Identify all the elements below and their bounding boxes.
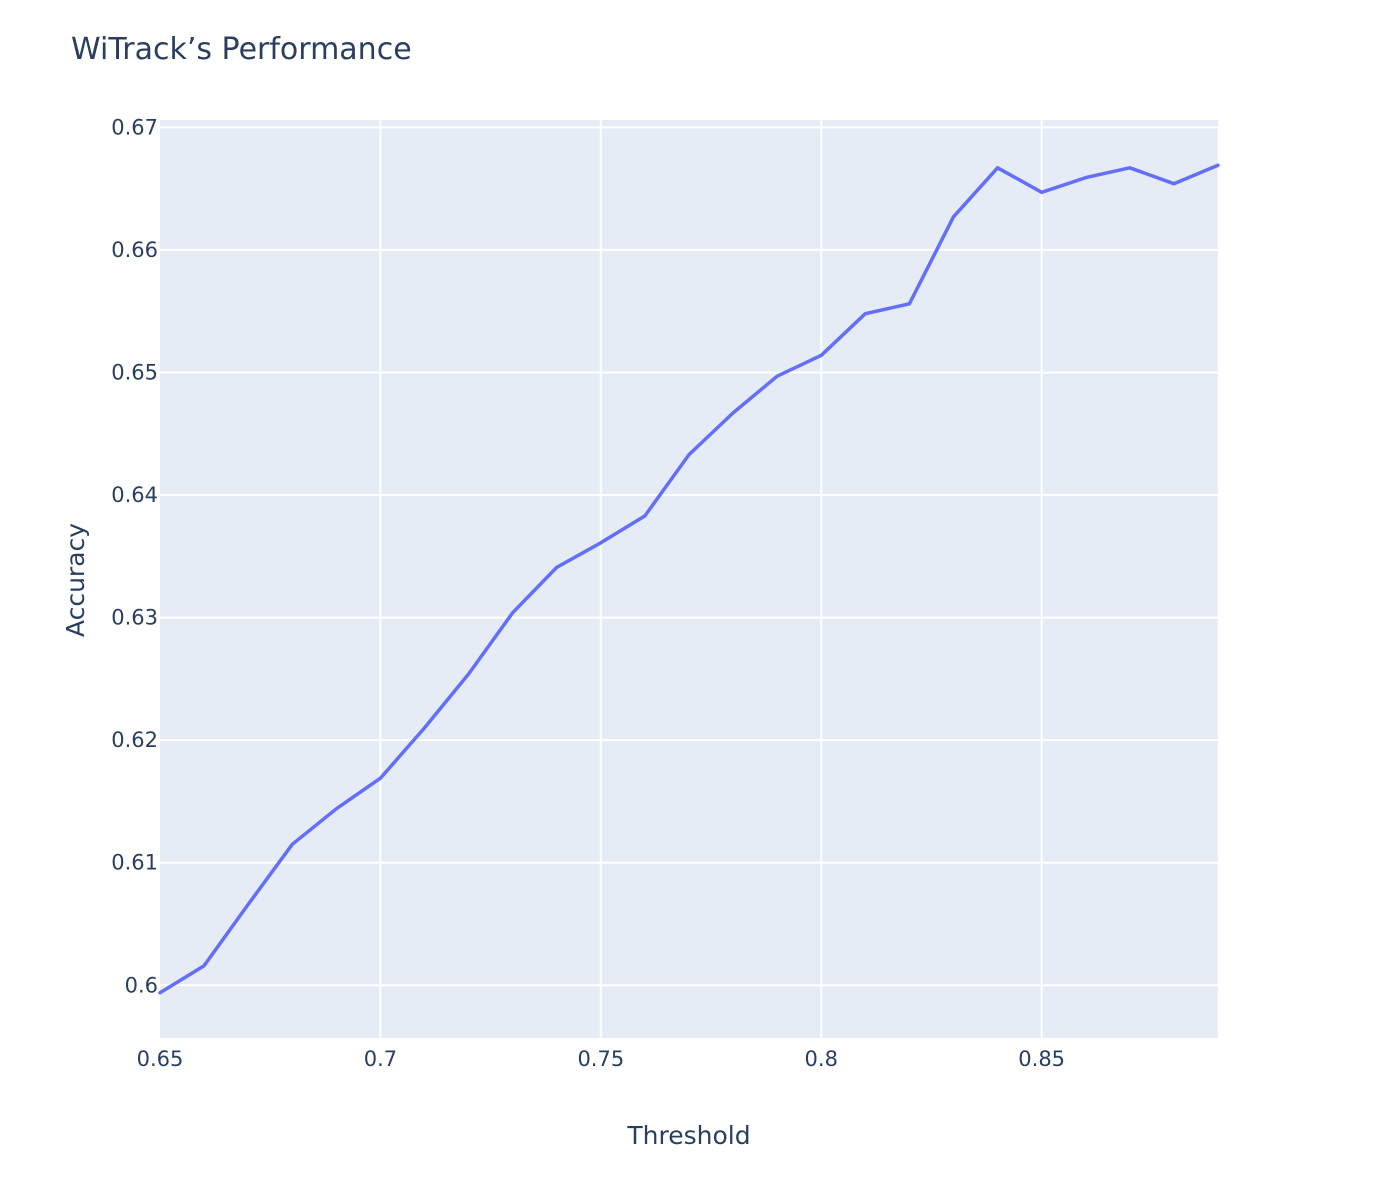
y-tick-label: 0.6 — [125, 973, 158, 997]
chart-title: WiTrack’s Performance — [71, 32, 412, 67]
y-tick-label: 0.67 — [111, 115, 158, 139]
series-layer — [158, 163, 1220, 995]
x-tick-label: 0.75 — [577, 1047, 624, 1071]
y-tick-labels: 0.6 0.61 0.62 0.63 0.64 0.65 0.66 0.67 — [111, 115, 158, 997]
x-tick-labels: 0.65 0.7 0.75 0.8 0.85 — [137, 1047, 1065, 1071]
x-gridlines — [379, 120, 1043, 1038]
y-tick-label: 0.65 — [111, 360, 158, 384]
y-tick-label: 0.63 — [111, 606, 158, 630]
y-gridlines — [160, 126, 1218, 987]
x-tick-label: 0.8 — [805, 1047, 838, 1071]
y-tick-label: 0.61 — [111, 851, 158, 875]
x-tick-label: 0.7 — [364, 1047, 397, 1071]
y-axis-title: Accuracy — [61, 523, 90, 637]
plot-area — [160, 120, 1218, 1038]
y-tick-label: 0.62 — [111, 728, 158, 752]
accuracy-line — [158, 163, 1220, 995]
x-tick-label: 0.85 — [1018, 1047, 1065, 1071]
x-tick-label: 0.65 — [137, 1047, 184, 1071]
x-axis-title: Threshold — [626, 1121, 750, 1150]
y-tick-label: 0.66 — [111, 238, 158, 262]
y-tick-label: 0.64 — [111, 483, 158, 507]
